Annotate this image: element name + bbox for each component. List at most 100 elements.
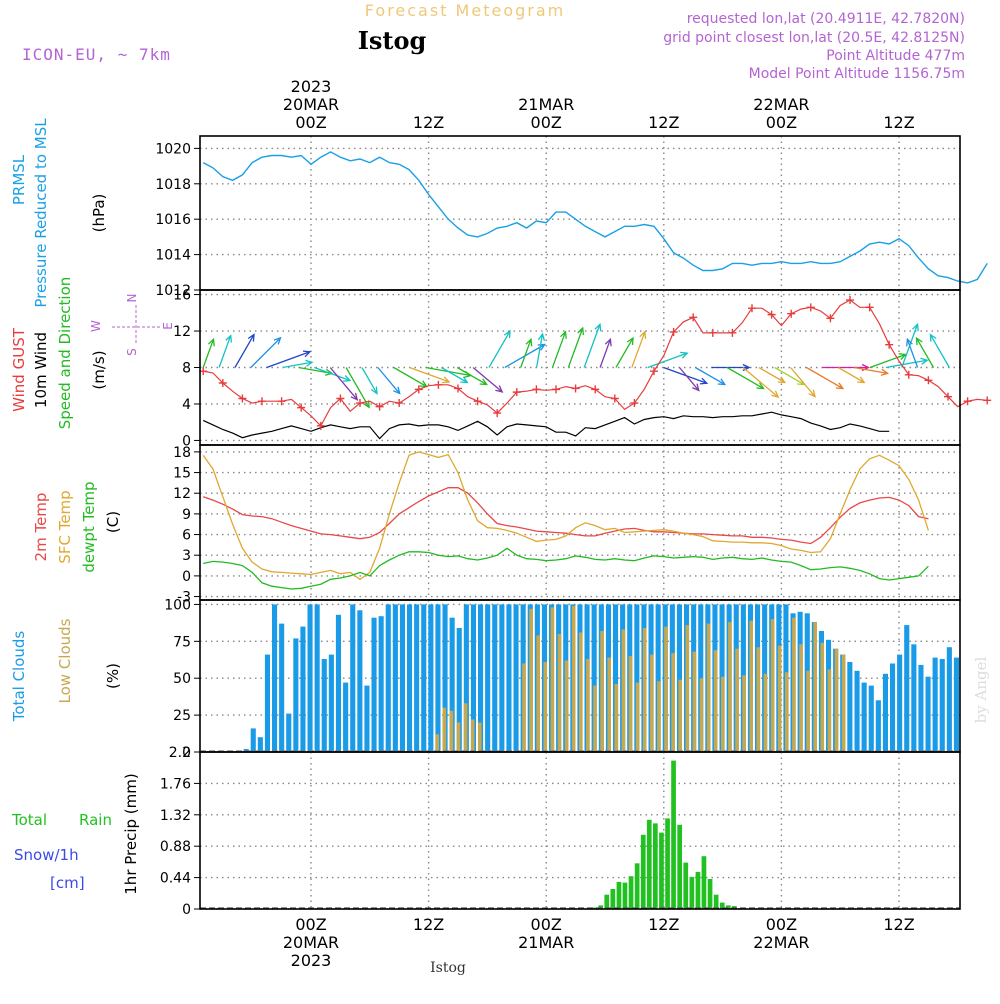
total-cloud-bar bbox=[946, 647, 952, 752]
low-cloud-bar bbox=[550, 607, 555, 752]
wind-arrow-head bbox=[639, 330, 647, 339]
wind-arrow bbox=[695, 366, 727, 386]
total-cloud-bar bbox=[257, 737, 263, 752]
bottom-hour-label: 00Z bbox=[531, 915, 562, 934]
total-cloud-bar bbox=[272, 604, 278, 752]
y-tick-label: 0.44 bbox=[160, 871, 191, 887]
wind-arrow bbox=[377, 367, 401, 395]
wind-arrow-shaft bbox=[663, 366, 708, 384]
rain-bar bbox=[701, 856, 707, 909]
gust-point bbox=[591, 385, 600, 394]
bottom-hour-label: 12Z bbox=[413, 915, 444, 934]
total-cloud-bar bbox=[932, 657, 938, 752]
wind-arrow-head bbox=[247, 333, 255, 342]
sfc-temp-line bbox=[202, 451, 930, 581]
total-cloud-bar bbox=[335, 614, 341, 752]
model-altitude: Model Point Altitude 1156.75m bbox=[749, 66, 965, 82]
total-cloud-bar bbox=[364, 685, 370, 752]
rain-bar bbox=[671, 760, 676, 909]
top-date-label: 22MAR bbox=[753, 95, 809, 114]
wind-arrow-head bbox=[577, 326, 585, 336]
total-cloud-bar bbox=[407, 604, 413, 752]
wind-arrow-head bbox=[503, 329, 511, 339]
wind-arrow-head bbox=[920, 357, 929, 365]
bottom-date-label: 21MAR bbox=[518, 933, 574, 952]
wind-gust-markers bbox=[199, 296, 992, 430]
total-cloud-bar bbox=[470, 604, 476, 752]
y-tick-label: 16 bbox=[173, 288, 191, 304]
wind-arrow-shaft bbox=[218, 335, 232, 368]
wind-label-speed: Speed and Direction bbox=[56, 277, 74, 430]
low-cloud-bars bbox=[435, 605, 846, 752]
wind-arrow-shaft bbox=[472, 367, 503, 393]
wind-arrow bbox=[822, 363, 870, 372]
total-cloud-bar bbox=[882, 673, 888, 752]
low-cloud-bar bbox=[635, 682, 640, 752]
wind-label-gust: Wind GUST bbox=[10, 327, 28, 412]
total-cloud-bar bbox=[904, 625, 910, 752]
gust-point bbox=[748, 304, 756, 313]
low-cloud-bar bbox=[713, 650, 718, 752]
low-cloud-bar bbox=[678, 679, 682, 752]
low-cloud-bar bbox=[685, 625, 690, 752]
wind-arrow-shaft bbox=[583, 324, 601, 368]
top-hour-label: 00Z bbox=[531, 113, 562, 132]
wind-arrow-head bbox=[305, 359, 314, 367]
total-cloud-bar bbox=[506, 604, 512, 752]
low-cloud-bar bbox=[529, 608, 533, 752]
rain-bar bbox=[604, 894, 610, 909]
wind-arrow-shaft bbox=[678, 367, 700, 391]
wind-arrow-head bbox=[525, 337, 533, 347]
panel-wind: 0 4 8 12 16 bbox=[173, 288, 992, 449]
total-cloud-bar bbox=[925, 676, 931, 752]
low-cloud-bar bbox=[600, 631, 604, 752]
wind-arrow-shaft bbox=[599, 339, 611, 368]
low-cloud-bar bbox=[763, 673, 768, 752]
wind-arrow bbox=[409, 366, 451, 384]
requested-coords: requested lon,lat (20.4911E, 42.7820N) bbox=[687, 11, 965, 27]
wind-arrow bbox=[567, 326, 585, 368]
y-tick-label: 3 bbox=[182, 548, 191, 564]
total-cloud-bar bbox=[918, 664, 924, 752]
dewpt-line bbox=[203, 547, 929, 590]
wind-arrow-shaft bbox=[409, 366, 450, 383]
gust-point bbox=[728, 328, 737, 337]
prmsl-line bbox=[202, 151, 988, 284]
low-cloud-bar bbox=[827, 669, 832, 752]
total-cloud-bar bbox=[634, 604, 640, 752]
bottom-hour-label: 00Z bbox=[295, 915, 326, 934]
meteogram-subtitle: Forecast Meteogram bbox=[365, 1, 565, 20]
rain-bar bbox=[659, 832, 664, 909]
wind-arrow-head bbox=[857, 376, 866, 384]
low-cloud-bar bbox=[614, 684, 619, 752]
top-hour-label: 12Z bbox=[413, 113, 444, 132]
gust-point bbox=[375, 402, 384, 411]
low-cloud-bar bbox=[692, 651, 697, 752]
wind-arrow-shaft bbox=[631, 331, 646, 368]
panel-frame bbox=[199, 135, 961, 291]
y-tick-label: 2.2 bbox=[169, 745, 191, 761]
total-cloud-bar bbox=[875, 700, 881, 752]
location-title: Istog bbox=[358, 26, 427, 55]
watermark: by Angel bbox=[972, 656, 990, 723]
wind-arrow-head bbox=[207, 337, 215, 347]
wind-arrow-head bbox=[273, 336, 282, 345]
low-cloud-bar bbox=[536, 635, 540, 752]
compass-rose: N W E S bbox=[89, 294, 175, 356]
wind-arrow bbox=[631, 330, 647, 368]
footer-location: Istog bbox=[430, 960, 466, 976]
gust-point bbox=[356, 399, 364, 408]
wind-arrow-head bbox=[808, 389, 816, 398]
low-cloud-bar bbox=[543, 662, 548, 752]
wind-arrow-shaft bbox=[647, 352, 688, 369]
total-cloud-bar bbox=[449, 617, 455, 752]
wind-arrow-head bbox=[594, 322, 602, 332]
wind-arrow bbox=[790, 367, 816, 398]
y-tick-label: 1014 bbox=[155, 248, 191, 264]
wind-arrow bbox=[869, 353, 908, 369]
y-tick-label: -3 bbox=[177, 590, 191, 606]
gust-point bbox=[846, 296, 854, 305]
rain-bar bbox=[646, 819, 652, 909]
rain-bar bbox=[683, 862, 689, 909]
total-cloud-bar bbox=[264, 654, 270, 752]
